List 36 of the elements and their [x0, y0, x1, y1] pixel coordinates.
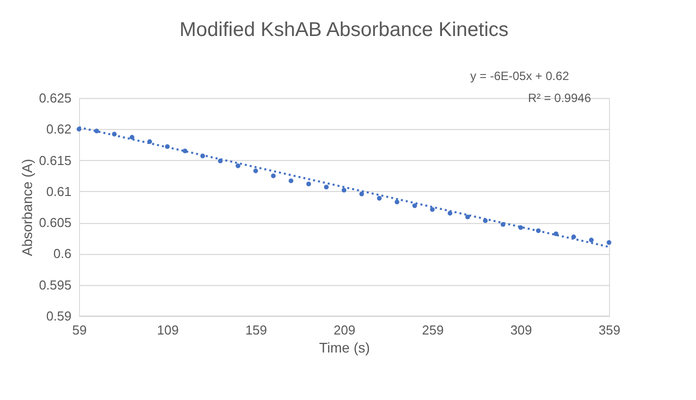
x-tick-label: 209: [334, 322, 356, 338]
y-tick-label: 0.625: [38, 90, 72, 106]
point: [306, 182, 312, 186]
x-tick-label: 109: [156, 322, 179, 338]
x-tick-label: 59: [72, 322, 87, 338]
y-tick-label: 0.595: [38, 277, 72, 292]
y-tick-label: 0.59: [46, 308, 72, 324]
y-axis-title: Absorbance (A): [18, 158, 35, 256]
point: [588, 238, 594, 242]
point: [465, 214, 470, 220]
x-tick-label: 159: [245, 322, 268, 338]
point: [253, 168, 258, 174]
chart-title: Modified KshAB Absorbance Kinetics: [179, 19, 509, 41]
x-tick-label: 359: [598, 322, 620, 338]
point: [288, 178, 294, 184]
point: [376, 196, 382, 201]
x-axis-title: Time (s): [319, 340, 370, 356]
point: [606, 240, 612, 245]
y-tick-label: 0.615: [38, 152, 72, 168]
point: [130, 134, 134, 140]
x-tick-label: 309: [510, 322, 532, 338]
x-tick-label: 259: [422, 322, 444, 338]
point: [324, 184, 329, 190]
point: [394, 200, 400, 204]
y-tick-label: 0.6: [53, 246, 72, 262]
y-tick-label: 0.605: [38, 215, 72, 230]
point: [270, 174, 276, 178]
point: [342, 188, 346, 193]
y-tick-label: 0.61: [46, 184, 72, 199]
point: [412, 203, 418, 208]
text: y = -6E-05x + 0.62: [470, 69, 570, 83]
y-tick-label: 0.62: [46, 122, 72, 137]
point: [359, 192, 364, 196]
point: [236, 164, 240, 168]
annotation: R² = 0.9946: [528, 91, 592, 105]
point: [430, 207, 435, 212]
